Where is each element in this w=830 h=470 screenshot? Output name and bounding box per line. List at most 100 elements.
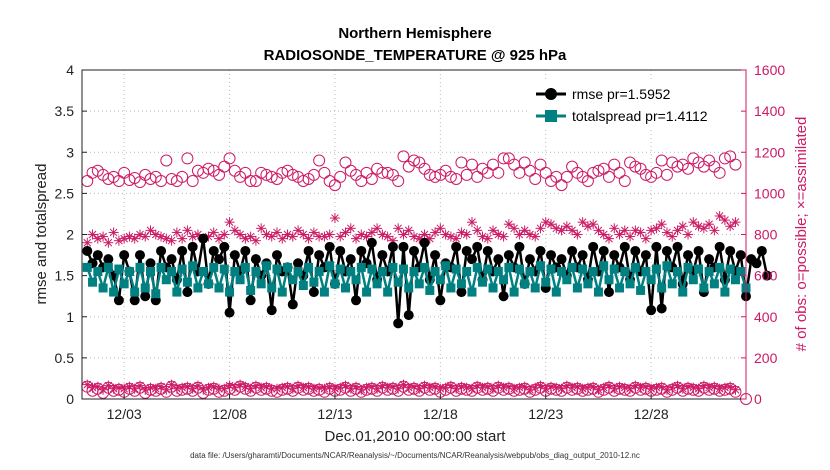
y-tick-label-right: 600 [754, 268, 778, 284]
obs-assimilated-low-point-stroke [415, 384, 424, 393]
rmse-point [219, 241, 230, 252]
totalspread-point [251, 267, 261, 277]
obs-possible-point [397, 150, 410, 163]
obs-assimilated-point [672, 225, 683, 236]
obs-assimilated-low-point-stroke [299, 383, 308, 392]
legend-box [529, 79, 741, 129]
obs-assimilated-low-point [656, 381, 667, 392]
obs-assimilated-low-point [166, 379, 177, 390]
obs-assimilated-point-stroke [125, 232, 134, 241]
totalspread-point [140, 283, 150, 293]
rmse-point [498, 291, 509, 302]
obs-assimilated-low-point-stroke [505, 382, 513, 391]
totalspread-point [667, 279, 677, 289]
obs-assimilated-point [351, 233, 362, 244]
obs-assimilated-low-point [466, 383, 477, 394]
obs-assimilated-point-stroke [346, 224, 355, 233]
totalspread-point [351, 275, 361, 285]
obs-possible-point [465, 158, 478, 171]
obs-assimilated-point-stroke [615, 230, 624, 239]
obs-possible-point [444, 170, 457, 183]
totalspread-point [288, 275, 298, 285]
obs-possible-point [334, 170, 347, 183]
y-tick-label-left: 1 [66, 309, 74, 325]
obs-assimilated-point-stroke [109, 228, 118, 237]
legend-totalspread-marker [545, 110, 557, 122]
totalspread-point [456, 279, 466, 289]
obs-assimilated-point-stroke [705, 220, 713, 229]
totalspread-point [372, 279, 382, 289]
obs-assimilated-low-point-stroke [562, 381, 571, 390]
obs-possible-point [497, 152, 510, 165]
legend-rmse-label: rmse pr=1.5952 [572, 86, 671, 102]
rmse-point [324, 241, 335, 252]
rmse-point [187, 241, 198, 252]
totalspread-point [441, 261, 451, 271]
obs-possible-point [613, 166, 626, 179]
obs-assimilated-low-point-stroke [447, 381, 455, 390]
totalspread-point [546, 264, 556, 274]
obs-assimilated-point-stroke [631, 226, 640, 235]
obs-assimilated-low-point-stroke [731, 385, 740, 394]
obs-assimilated-point-stroke [510, 224, 518, 233]
obs-assimilated-low-point-stroke [420, 381, 429, 390]
obs-assimilated-point-stroke [462, 230, 471, 239]
obs-assimilated-low-point [372, 383, 383, 394]
obs-assimilated-point [714, 210, 725, 221]
rmse-point [366, 237, 377, 248]
totalspread-point [293, 267, 303, 277]
totalspread-point [604, 275, 614, 285]
obs-assimilated-low-point [625, 383, 636, 394]
totalspread-point [161, 275, 171, 285]
rmse-point [387, 241, 398, 252]
obs-assimilated-point [625, 231, 636, 242]
obs-assimilated-low-point-stroke [383, 383, 392, 392]
obs-assimilated-low-point-stroke [468, 384, 476, 393]
obs-possible-point [202, 162, 215, 175]
obs-assimilated-point-stroke [194, 230, 202, 239]
obs-assimilated-point-stroke [151, 230, 160, 239]
obs-assimilated-point [656, 219, 667, 230]
rmse-point [351, 295, 362, 306]
obs-assimilated-low-point [588, 381, 599, 392]
rmse-point [598, 245, 609, 256]
obs-assimilated-low-point [414, 383, 425, 394]
rmse-point [661, 245, 672, 256]
obs-assimilated-point [335, 231, 346, 242]
obs-assimilated-low-point-stroke [88, 383, 97, 392]
totalspread-point [398, 264, 408, 274]
totalspread-point [393, 277, 403, 287]
totalspread-point [583, 279, 593, 289]
obs-assimilated-point-stroke [215, 234, 223, 243]
rmse-point [398, 241, 409, 252]
obs-assimilated-low-point-stroke [230, 383, 239, 392]
obs-assimilated-low-point-stroke [589, 382, 598, 391]
obs-assimilated-point-stroke [246, 232, 255, 241]
rmse-point [229, 250, 240, 261]
totalspread-point [256, 279, 266, 289]
rmse-point [198, 233, 209, 244]
totalspread-point [688, 275, 698, 285]
y-tick-label-left: 2 [66, 227, 74, 243]
obs-assimilated-point-stroke [447, 232, 455, 241]
obs-assimilated-point [182, 225, 193, 236]
obs-assimilated-low-point-stroke [605, 381, 613, 390]
totalspread-point [715, 262, 725, 272]
totalspread-point [356, 262, 366, 272]
obs-assimilated-low-point-stroke [130, 384, 139, 393]
rmse-point [704, 254, 715, 265]
obs-assimilated-point-stroke [684, 230, 692, 239]
obs-assimilated-low-point [351, 381, 362, 392]
obs-assimilated-point-stroke [304, 234, 313, 243]
rmse-point [609, 250, 620, 261]
obs-assimilated-point-stroke [83, 238, 92, 247]
obs-assimilated-low-point-stroke [431, 382, 439, 391]
obs-assimilated-point-stroke [431, 228, 439, 237]
obs-possible-point [218, 160, 231, 173]
obs-assimilated-point-stroke [136, 230, 144, 239]
footer-data-file: data file: /Users/gharamti/Documents/NCA… [190, 451, 640, 460]
totalspread-point [193, 283, 203, 293]
obs-assimilated-point-stroke [252, 236, 260, 245]
totalspread-point [625, 279, 635, 289]
